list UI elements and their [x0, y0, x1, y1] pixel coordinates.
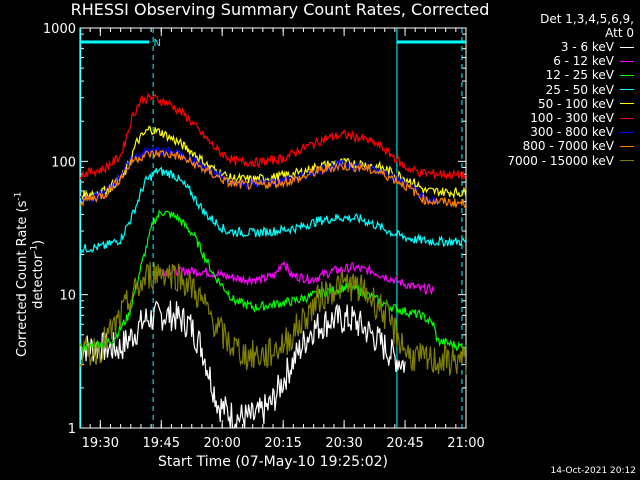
chart-title: RHESSI Observing Summary Count Rates, Co… — [70, 0, 490, 19]
x-tick-label: 19:30 — [82, 436, 119, 451]
y-tick-label: 100 — [51, 155, 76, 170]
legend-entry-label: 6 - 12 keV — [553, 54, 614, 69]
legend-swatch — [620, 145, 634, 147]
x-tick-label: 20:15 — [264, 436, 301, 451]
y-axis-label: Corrected Count Rate (s-1 detector-1) — [13, 191, 47, 357]
legend-entry: 100 - 300 keV — [476, 111, 638, 125]
series-line-8 — [79, 262, 467, 376]
legend-entry-label: 3 - 6 keV — [560, 40, 614, 55]
legend-entry: 25 - 50 keV — [476, 83, 638, 97]
legend-entry-label: 25 - 50 keV — [545, 82, 614, 97]
legend-entry-label: 300 - 800 keV — [530, 125, 614, 140]
legend-swatch — [620, 60, 634, 62]
legend-entry: 3 - 6 keV — [476, 40, 638, 54]
legend-entry: 12 - 25 keV — [476, 68, 638, 82]
x-tick-label: 20:30 — [325, 436, 362, 451]
legend-swatch — [620, 160, 634, 162]
x-tick-label: 20:00 — [203, 436, 240, 451]
legend-swatch — [620, 103, 634, 105]
series-line-5 — [79, 91, 466, 181]
y-tick-label: 1000 — [43, 22, 76, 37]
legend-swatch — [620, 117, 634, 119]
timestamp: 14-Oct-2021 20:12 — [550, 466, 636, 476]
x-axis-label: Start Time (07-May-10 19:25:02) — [157, 454, 389, 470]
x-tick-label: 20:45 — [386, 436, 423, 451]
legend-entry-label: 7000 - 15000 keV — [507, 153, 614, 168]
x-tick-label: 19:45 — [143, 436, 180, 451]
legend-swatch — [620, 89, 634, 91]
series-line-7 — [79, 149, 467, 209]
series-line-2 — [79, 209, 467, 353]
legend: Det 1,3,4,5,6,9, Att 0 3 - 6 keV 6 - 12 k… — [476, 12, 638, 168]
legend-entry: 800 - 7000 keV — [476, 139, 638, 153]
x-tick-label: 21:00 — [447, 436, 484, 451]
series-line-0 — [79, 300, 406, 429]
legend-entry-label: 100 - 300 keV — [530, 111, 614, 126]
y-tick-label: 1 — [68, 422, 76, 437]
plot-frame — [79, 27, 467, 429]
legend-entry: 6 - 12 keV — [476, 54, 638, 68]
legend-swatch — [620, 74, 634, 76]
legend-swatch — [620, 131, 634, 133]
legend-swatch — [620, 46, 634, 48]
series-line-3 — [79, 166, 467, 256]
legend-entry: 50 - 100 keV — [476, 97, 638, 111]
legend-entry: 300 - 800 keV — [476, 125, 638, 139]
flag-label: N — [153, 38, 160, 49]
series-line-1 — [160, 260, 435, 296]
y-tick-label: 10 — [59, 289, 76, 304]
series-line-6 — [79, 145, 439, 205]
legend-entry-label: 12 - 25 keV — [545, 68, 614, 83]
legend-header-line-2: Att 0 — [605, 26, 634, 40]
legend-entry-label: 800 - 7000 keV — [522, 139, 614, 154]
legend-entry: 7000 - 15000 keV — [476, 154, 638, 168]
legend-header-line-1: Det 1,3,4,5,6,9, — [540, 12, 634, 26]
legend-entry-label: 50 - 100 keV — [537, 96, 614, 111]
